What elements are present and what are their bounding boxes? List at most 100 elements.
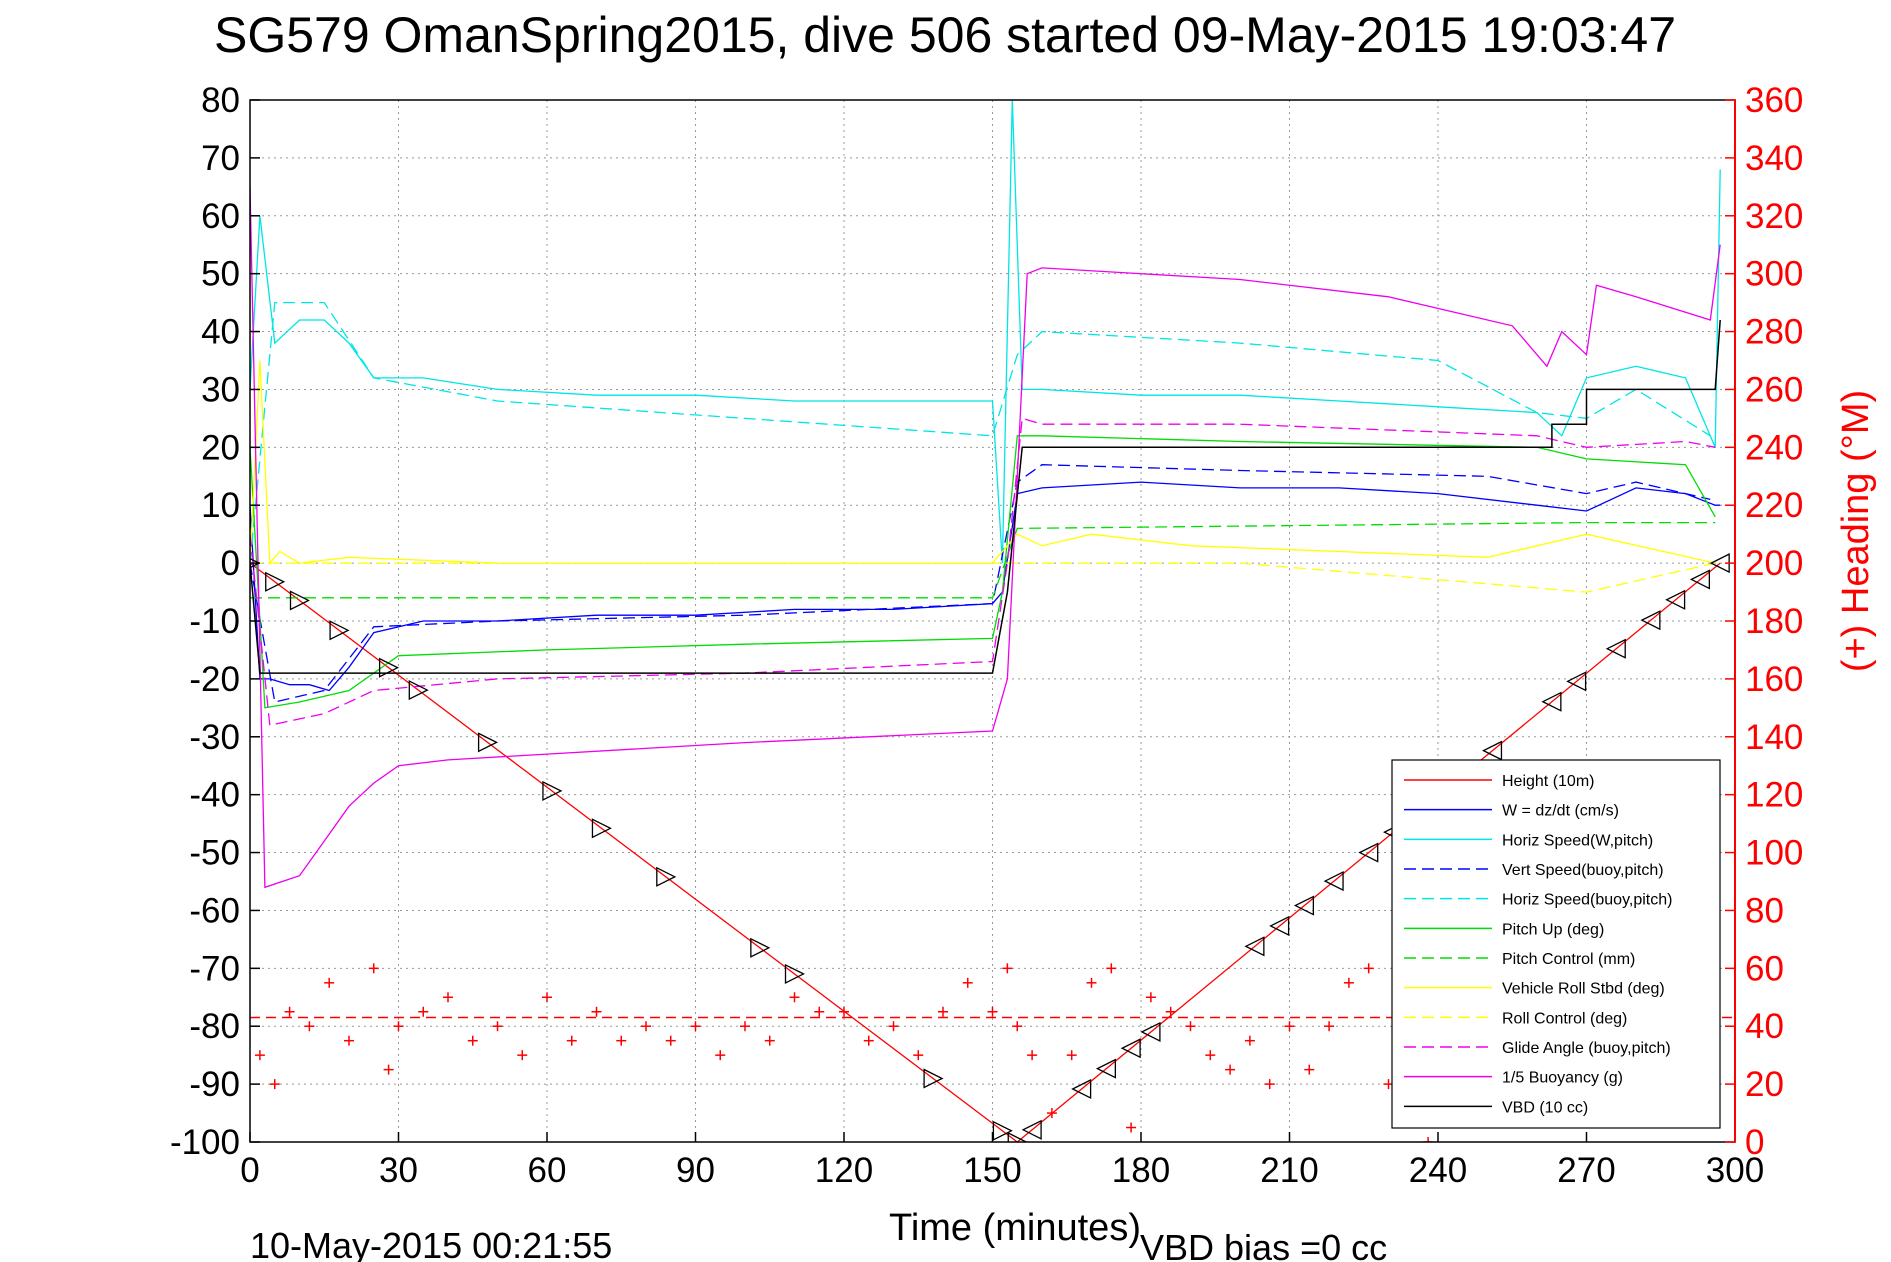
legend-item: Pitch Control (mm) bbox=[1404, 951, 1635, 968]
legend-item: Glide Angle (buoy,pitch) bbox=[1404, 1040, 1671, 1057]
legend-item: Roll Control (deg) bbox=[1404, 1010, 1627, 1027]
heading-point bbox=[789, 992, 800, 1003]
x-tick-label: 300 bbox=[1706, 1151, 1764, 1190]
height-marker bbox=[1244, 936, 1265, 957]
x-tick-label: 180 bbox=[1112, 1151, 1170, 1190]
x-tick-label: 240 bbox=[1409, 1151, 1467, 1190]
heading-point bbox=[542, 992, 552, 1003]
height-marker bbox=[1665, 589, 1686, 610]
y-tick-label: -20 bbox=[189, 660, 240, 699]
series-line-8 bbox=[250, 562, 1716, 593]
y-tick-label: 20 bbox=[201, 428, 240, 467]
y2-tick-label: 160 bbox=[1745, 660, 1803, 699]
heading-point bbox=[418, 1006, 429, 1017]
height-marker bbox=[477, 732, 499, 753]
y-tick-label: -10 bbox=[189, 602, 240, 641]
legend-item: Horiz Speed(buoy,pitch) bbox=[1404, 892, 1672, 909]
legend-label: Height (10m) bbox=[1502, 773, 1594, 790]
y-tick-label: 70 bbox=[201, 139, 240, 178]
heading-point bbox=[517, 1050, 528, 1061]
heading-point bbox=[1002, 963, 1013, 974]
height-marker bbox=[1481, 740, 1503, 761]
height-marker bbox=[784, 963, 805, 984]
x-axis-label: Time (minutes) bbox=[889, 1207, 1141, 1249]
heading-point bbox=[962, 977, 973, 988]
height-marker bbox=[1358, 842, 1379, 863]
y-tick-label: -80 bbox=[189, 1007, 240, 1046]
height-marker bbox=[1120, 1038, 1141, 1059]
heading-point bbox=[254, 1050, 265, 1061]
y-tick-label: -90 bbox=[189, 1065, 240, 1104]
heading-point bbox=[641, 1021, 651, 1032]
legend-box bbox=[1391, 759, 1721, 1129]
x-tick-label: 150 bbox=[963, 1151, 1021, 1190]
heading-point bbox=[1205, 1050, 1216, 1061]
y-axis-left: 80 70 60 50 40 30 20 10 0 -10 -20 -30 -40 -50 -60 -70 -8… bbox=[170, 81, 260, 1162]
height-marker bbox=[992, 1120, 1013, 1141]
heading-point bbox=[304, 1021, 315, 1032]
height-marker bbox=[1269, 915, 1290, 936]
series-line-6 bbox=[250, 521, 1716, 599]
y2-tick-label: 180 bbox=[1745, 602, 1803, 641]
y-axis-right: 3603403203002802602402202001801601401201… bbox=[1725, 81, 1803, 1162]
heading-point bbox=[1066, 1050, 1077, 1061]
y2-tick-label: 20 bbox=[1745, 1065, 1784, 1104]
heading-point bbox=[1126, 1122, 1137, 1133]
y-tick-label: 10 bbox=[201, 486, 240, 525]
x-tick-label: 210 bbox=[1260, 1151, 1318, 1190]
y2-tick-label: 80 bbox=[1745, 891, 1784, 930]
legend-label: VBD (10 cc) bbox=[1502, 1099, 1588, 1116]
y2-tick-label: 40 bbox=[1745, 1007, 1784, 1046]
height-marker bbox=[1566, 671, 1587, 692]
y2-tick-label: 0 bbox=[1745, 1123, 1764, 1162]
legend-label: Horiz Speed(W,pitch) bbox=[1502, 832, 1653, 849]
legend-item: 1/5 Buoyancy (g) bbox=[1404, 1070, 1623, 1087]
height-marker bbox=[1293, 895, 1314, 916]
heading-point bbox=[368, 963, 379, 974]
heading-point bbox=[665, 1035, 676, 1046]
legend: Height (10m) W = dz/dt (cm/s) Horiz Speed(… bbox=[1391, 759, 1721, 1129]
legend-item: VBD (10 cc) bbox=[1404, 1099, 1588, 1116]
y2-tick-label: 260 bbox=[1745, 370, 1803, 409]
heading-point bbox=[987, 1006, 998, 1017]
y2-tick-label: 120 bbox=[1745, 776, 1803, 815]
x-tick-label: 0 bbox=[240, 1151, 259, 1190]
height-marker bbox=[1323, 871, 1344, 892]
x-tick-label: 60 bbox=[528, 1151, 567, 1190]
legend-label: Horiz Speed(buoy,pitch) bbox=[1502, 892, 1672, 909]
y2-tick-label: 200 bbox=[1745, 544, 1803, 583]
height-marker bbox=[1140, 1021, 1161, 1042]
heading-point bbox=[690, 1021, 701, 1032]
heading-point bbox=[324, 977, 335, 988]
heading-point bbox=[269, 1079, 280, 1090]
y2-tick-label: 240 bbox=[1745, 428, 1803, 467]
legend-label: 1/5 Buoyancy (g) bbox=[1502, 1070, 1623, 1087]
legend-label: Vert Speed(buoy,pitch) bbox=[1502, 862, 1664, 879]
y2-tick-label: 60 bbox=[1745, 949, 1784, 988]
heading-point bbox=[467, 1035, 478, 1046]
series-line-11 bbox=[250, 319, 1721, 674]
height-marker bbox=[923, 1068, 944, 1089]
legend-item: Pitch Up (deg) bbox=[1404, 921, 1604, 938]
y2-tick-label: 220 bbox=[1745, 486, 1803, 525]
heading-point bbox=[1343, 977, 1354, 988]
heading-point bbox=[1284, 1021, 1295, 1032]
x-tick-label: 120 bbox=[815, 1151, 873, 1190]
legend-label: Pitch Control (mm) bbox=[1502, 951, 1635, 968]
heading-point bbox=[1012, 1021, 1023, 1032]
y2-tick-label: 360 bbox=[1745, 81, 1803, 120]
heading-point bbox=[383, 1064, 394, 1075]
legend-item: Height (10m) bbox=[1404, 773, 1594, 790]
y2-axis-label: (+) Heading (°M) bbox=[1835, 390, 1877, 672]
heading-point bbox=[1423, 1137, 1434, 1142]
heading-point bbox=[764, 1035, 775, 1046]
heading-point bbox=[1304, 1064, 1315, 1075]
height-marker bbox=[1095, 1058, 1116, 1079]
height-marker bbox=[329, 620, 350, 641]
series-line-3 bbox=[250, 464, 1711, 703]
y-tick-label: 50 bbox=[201, 255, 240, 294]
heading-point bbox=[1264, 1079, 1275, 1090]
series-line-10 bbox=[250, 186, 1721, 889]
heading-point bbox=[1244, 1035, 1255, 1046]
height-marker bbox=[1071, 1078, 1092, 1100]
